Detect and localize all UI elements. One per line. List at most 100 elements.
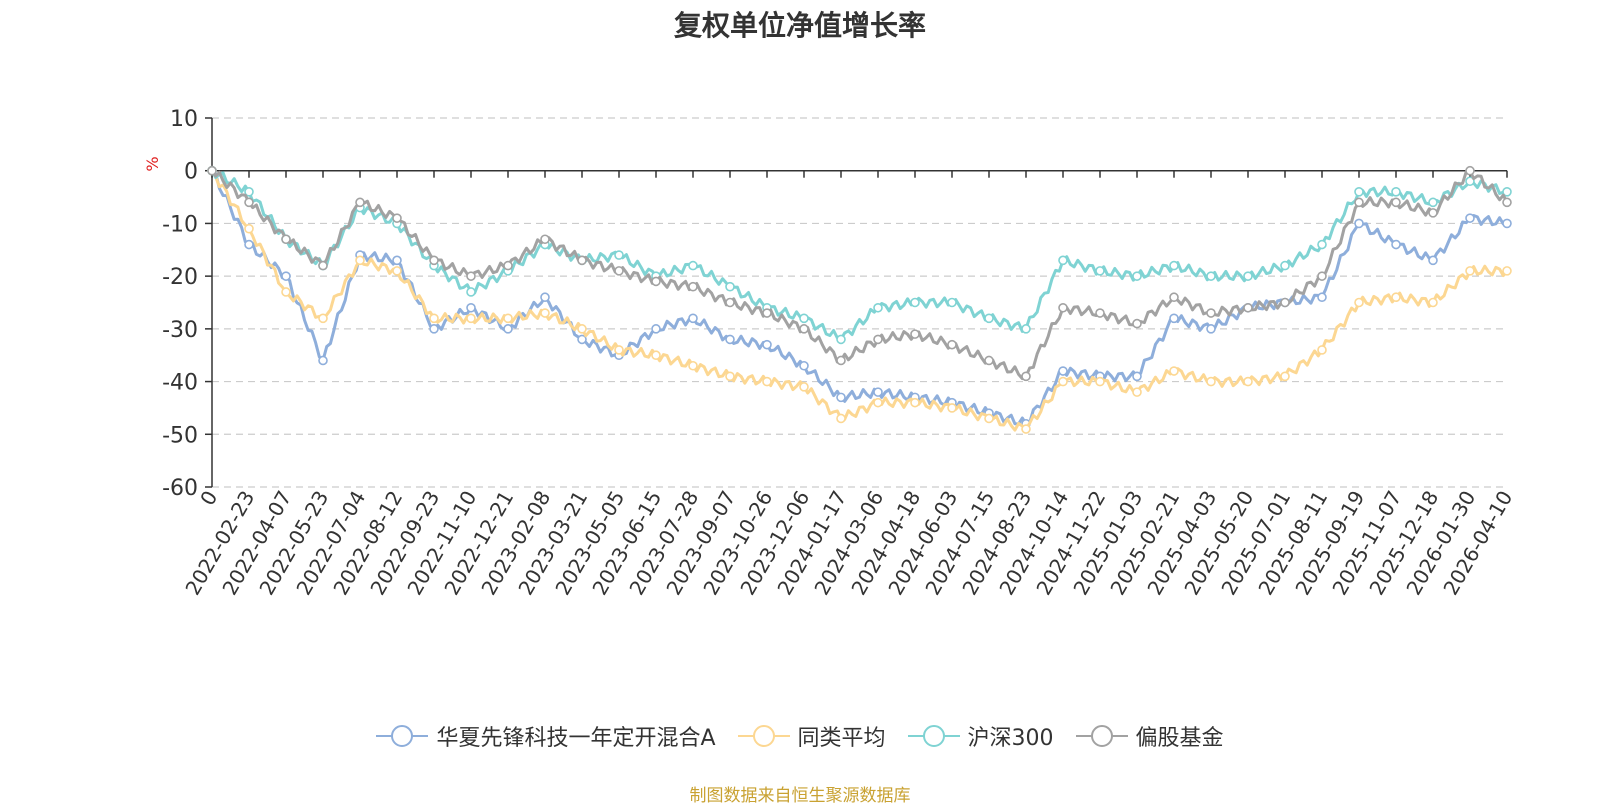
legend-label: 沪深300 bbox=[967, 726, 1054, 751]
series-point bbox=[1206, 271, 1216, 281]
series-point bbox=[947, 403, 957, 413]
x-tick-label: 0 bbox=[195, 487, 222, 510]
series-point bbox=[281, 287, 291, 297]
series-point bbox=[429, 255, 439, 266]
series-point bbox=[1317, 345, 1327, 355]
legend-label: 华夏先锋科技一年定开混合A bbox=[436, 726, 716, 751]
series-line bbox=[210, 169, 1508, 341]
series-point bbox=[1058, 366, 1068, 376]
y-tick-label: 10 bbox=[170, 107, 198, 132]
series-point bbox=[1428, 297, 1438, 308]
series-point bbox=[1132, 318, 1142, 329]
series-point bbox=[1169, 292, 1179, 303]
legend-item[interactable]: 偏股基金 bbox=[1075, 720, 1224, 752]
series-point bbox=[762, 339, 772, 350]
series-point bbox=[577, 255, 587, 266]
series-point bbox=[577, 324, 587, 334]
series-point bbox=[725, 297, 735, 308]
series-point bbox=[244, 197, 254, 208]
series-point bbox=[1317, 292, 1327, 303]
series-point bbox=[873, 302, 883, 313]
series-point bbox=[910, 297, 920, 308]
series-point bbox=[799, 382, 809, 392]
series-point bbox=[651, 324, 661, 334]
series-point bbox=[1206, 324, 1216, 334]
series-point bbox=[1354, 297, 1364, 308]
series-point bbox=[1428, 208, 1438, 218]
series-point bbox=[1391, 187, 1401, 197]
series-point bbox=[1095, 308, 1105, 318]
series-point bbox=[540, 234, 550, 245]
series-point bbox=[1058, 302, 1068, 313]
series-point bbox=[244, 239, 254, 250]
series-point bbox=[1354, 187, 1364, 197]
series-point bbox=[1428, 255, 1438, 266]
legend-item[interactable]: 沪深300 bbox=[907, 720, 1054, 752]
series-point bbox=[1354, 218, 1364, 229]
series-point bbox=[873, 397, 883, 408]
legend-label: 偏股基金 bbox=[1135, 726, 1224, 751]
series-point bbox=[688, 360, 698, 371]
series-point bbox=[1206, 308, 1216, 318]
y-tick-label: -10 bbox=[162, 212, 198, 237]
series-point bbox=[1132, 387, 1142, 397]
series-point bbox=[1465, 266, 1475, 276]
legend-item[interactable]: 同类平均 bbox=[737, 720, 886, 752]
series-point bbox=[1021, 371, 1031, 382]
source-note: 制图数据来自恒生聚源数据库 bbox=[689, 786, 911, 806]
series-point bbox=[725, 281, 735, 292]
series-point bbox=[799, 324, 809, 334]
series-point bbox=[1465, 213, 1475, 223]
series-point bbox=[836, 413, 846, 424]
series-point bbox=[318, 313, 328, 324]
series-point bbox=[503, 324, 513, 334]
series-point bbox=[392, 213, 402, 223]
series-point bbox=[725, 334, 735, 345]
y-tick-label: -40 bbox=[162, 371, 198, 396]
series-line bbox=[210, 169, 1509, 432]
legend-swatch-icon bbox=[1075, 725, 1128, 747]
series-point bbox=[1095, 376, 1105, 387]
legend-swatch-icon bbox=[376, 725, 429, 747]
series-point bbox=[1428, 197, 1438, 208]
series-point bbox=[1391, 292, 1401, 303]
series-point bbox=[910, 397, 920, 408]
y-tick-label: -50 bbox=[162, 423, 198, 448]
series-point bbox=[836, 392, 846, 403]
series-point bbox=[503, 260, 513, 271]
series-point bbox=[688, 313, 698, 324]
series-point bbox=[762, 376, 772, 387]
series-point bbox=[392, 255, 402, 266]
series-point bbox=[1465, 176, 1475, 187]
legend-swatch-icon bbox=[737, 725, 790, 747]
series-point bbox=[873, 387, 883, 397]
y-tick-label: 0 bbox=[184, 160, 198, 185]
series-point bbox=[281, 234, 291, 245]
legend: 华夏先锋科技一年定开混合A 同类平均 沪深300 偏股基金 bbox=[0, 720, 1600, 752]
series-point bbox=[873, 334, 883, 345]
series-point bbox=[1502, 197, 1512, 208]
legend-swatch-icon bbox=[907, 725, 960, 747]
series-point bbox=[1206, 376, 1216, 387]
series-point bbox=[762, 308, 772, 318]
series-point bbox=[318, 260, 328, 271]
series-point bbox=[614, 250, 624, 260]
series-point bbox=[1243, 376, 1253, 387]
series-point bbox=[984, 355, 994, 366]
series-point bbox=[244, 187, 254, 197]
series-point bbox=[836, 334, 846, 345]
series-point bbox=[984, 413, 994, 424]
series-line bbox=[211, 169, 1508, 426]
legend-item[interactable]: 华夏先锋科技一年定开混合A bbox=[376, 720, 716, 752]
series-point bbox=[355, 255, 365, 266]
series-point bbox=[1243, 271, 1253, 281]
y-tick-label: -60 bbox=[162, 476, 198, 501]
y-tick-label: -30 bbox=[162, 318, 198, 343]
series-point bbox=[1317, 239, 1327, 250]
series-point bbox=[1169, 260, 1179, 271]
series-point bbox=[799, 313, 809, 324]
series-point bbox=[1169, 366, 1179, 376]
series-point bbox=[1317, 271, 1327, 281]
series-point bbox=[836, 355, 846, 366]
